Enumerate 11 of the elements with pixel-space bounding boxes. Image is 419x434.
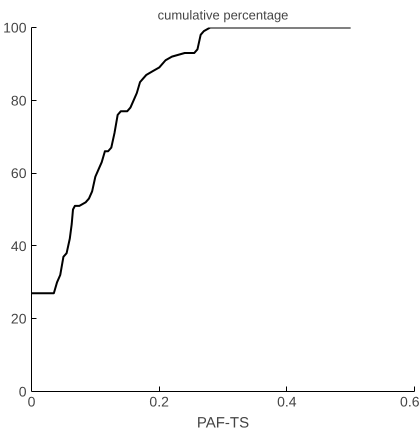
y-tick-label: 100 — [3, 20, 27, 36]
y-tick-label: 40 — [10, 238, 27, 254]
x-axis-title: PAF-TS — [196, 414, 250, 432]
x-tick-label: 0.2 — [149, 394, 170, 410]
x-tick-label: 0.6 — [400, 394, 419, 410]
x-tick-label: 0.4 — [277, 394, 297, 410]
chart-title: cumulative percentage — [158, 8, 288, 22]
y-tick-label: 0 — [18, 384, 27, 400]
y-tick-label: 60 — [10, 165, 27, 182]
y-tick-label: 20 — [10, 310, 27, 327]
y-tick-label: 80 — [10, 92, 27, 108]
